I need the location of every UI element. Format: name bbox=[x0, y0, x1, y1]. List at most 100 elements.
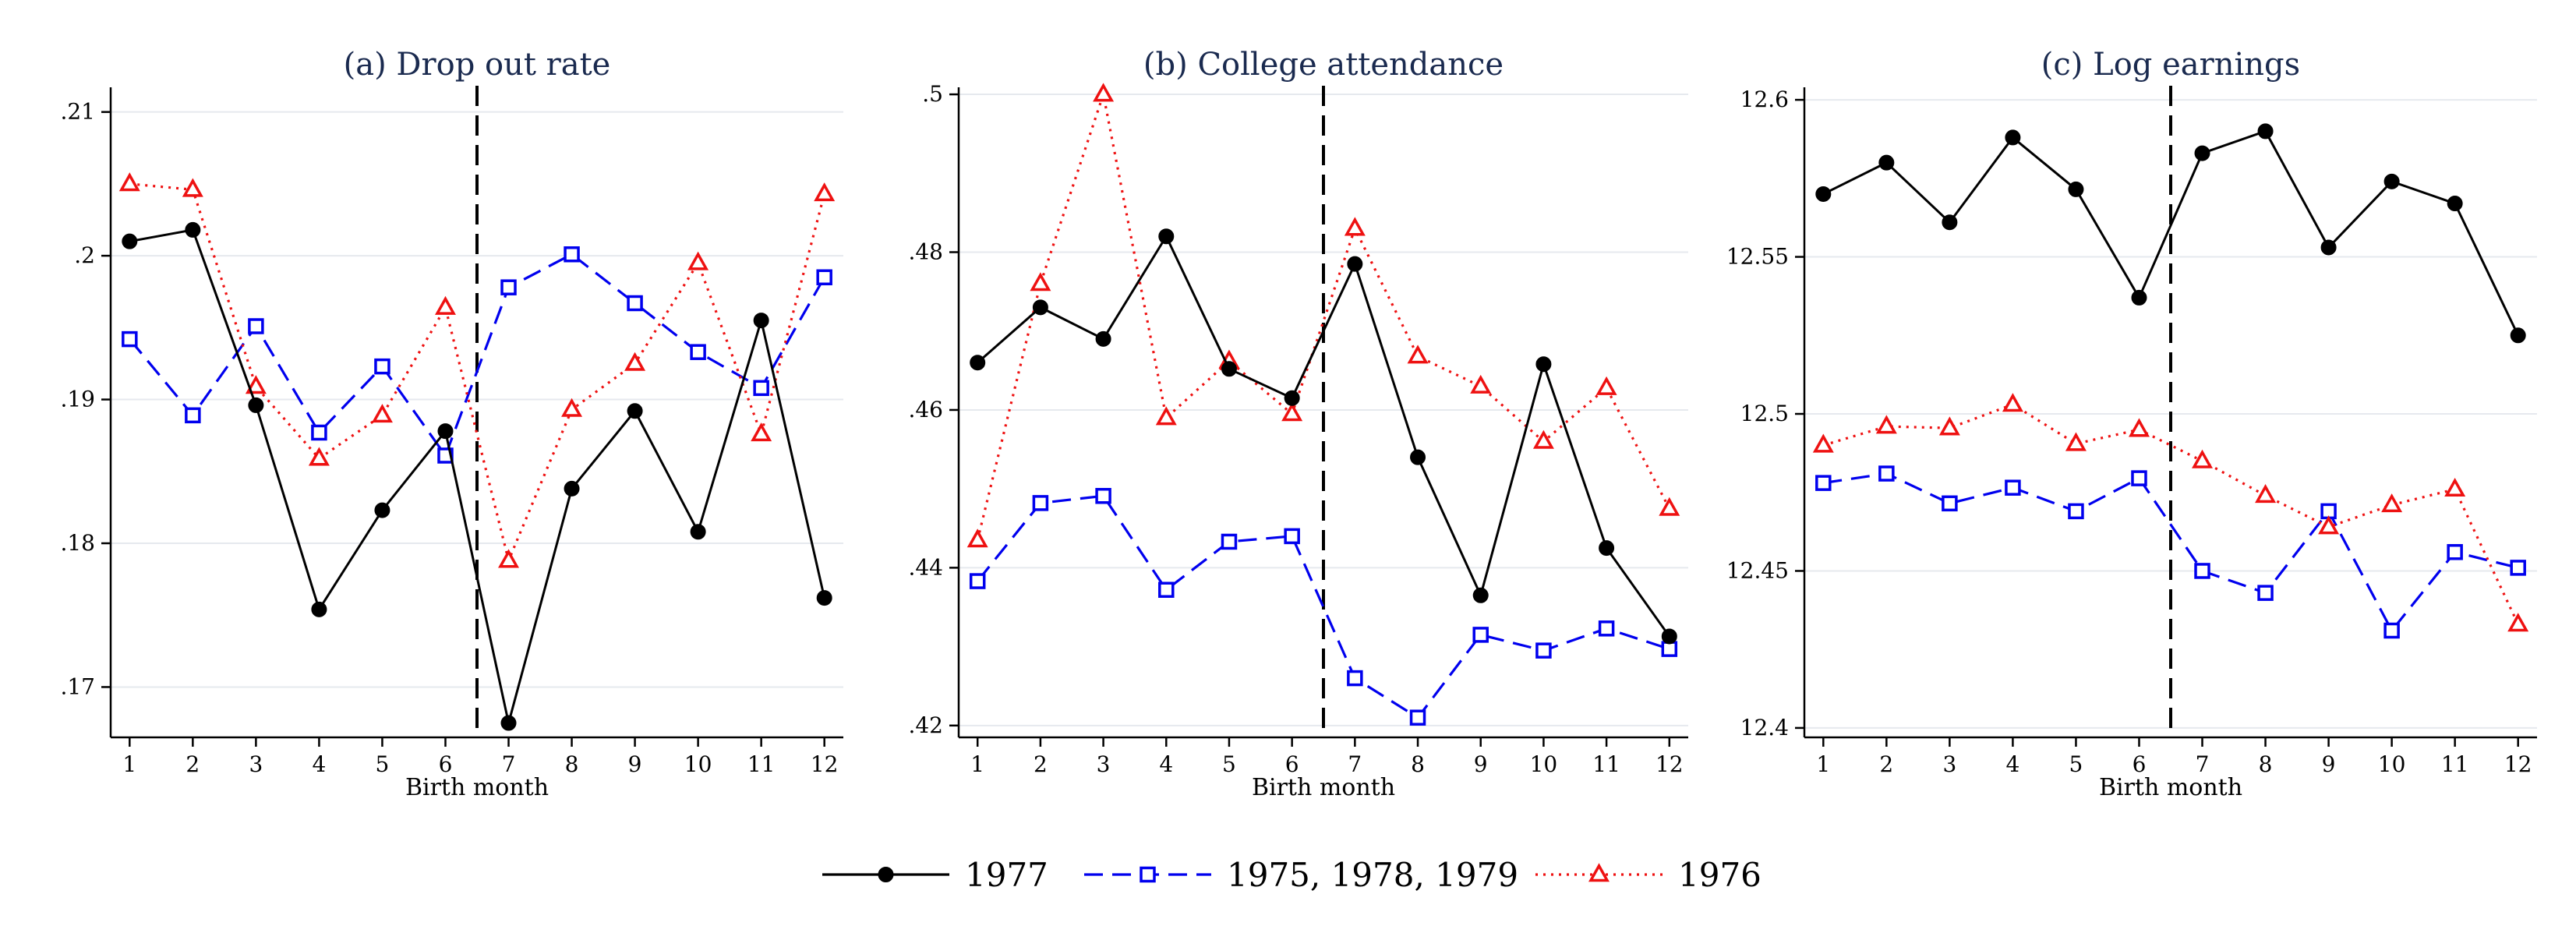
data-point bbox=[2447, 544, 2463, 560]
data-point bbox=[1661, 641, 1678, 657]
data-point bbox=[2381, 493, 2403, 513]
data-point bbox=[2257, 123, 2274, 140]
data-point bbox=[1472, 587, 1489, 603]
data-point bbox=[2005, 129, 2021, 146]
data-point bbox=[1347, 670, 1363, 687]
x-tick-label: 12 bbox=[811, 751, 839, 777]
series-line bbox=[129, 253, 826, 458]
data-point bbox=[437, 423, 454, 440]
data-point bbox=[2194, 563, 2210, 579]
data-point bbox=[970, 355, 986, 371]
data-point bbox=[1661, 628, 1677, 645]
data-point bbox=[2318, 515, 2340, 535]
data-point bbox=[1598, 620, 1615, 637]
legend-item: 1977 bbox=[822, 856, 1048, 894]
y-tick-label: 12.4 bbox=[1740, 715, 1789, 740]
x-tick-label: 6 bbox=[439, 751, 453, 777]
data-point bbox=[122, 233, 138, 249]
x-tick-label: 9 bbox=[1474, 751, 1488, 777]
data-point bbox=[751, 422, 772, 442]
data-point bbox=[2507, 613, 2529, 632]
data-point bbox=[2005, 479, 2021, 496]
legend-label: 1976 bbox=[1678, 856, 1762, 894]
data-point bbox=[1659, 497, 1680, 516]
data-point bbox=[814, 182, 836, 202]
data-point bbox=[2257, 585, 2274, 601]
data-point bbox=[308, 447, 330, 466]
data-point bbox=[500, 279, 517, 295]
data-point bbox=[2131, 470, 2147, 486]
data-point bbox=[969, 573, 986, 589]
x-axis-label: Birth month bbox=[2099, 774, 2242, 801]
data-point bbox=[816, 269, 832, 286]
x-tick-label: 7 bbox=[1348, 751, 1362, 777]
data-point bbox=[2002, 393, 2023, 412]
data-point bbox=[564, 480, 580, 497]
data-point bbox=[1472, 627, 1489, 643]
series bbox=[970, 228, 1677, 645]
data-point bbox=[1878, 154, 1895, 171]
data-point bbox=[2255, 484, 2277, 504]
data-point bbox=[966, 528, 988, 548]
series bbox=[966, 83, 1680, 548]
legend-item: 1975, 1978, 1979 bbox=[1084, 856, 1518, 894]
x-tick-label: 10 bbox=[2378, 751, 2406, 777]
data-point bbox=[627, 403, 643, 419]
x-tick-label: 1 bbox=[970, 751, 984, 777]
x-tick-label: 12 bbox=[1655, 751, 1684, 777]
x-tick-label: 11 bbox=[2441, 751, 2469, 777]
series-line bbox=[1822, 403, 2520, 625]
data-point bbox=[1030, 272, 1051, 292]
data-point bbox=[248, 397, 264, 413]
data-point bbox=[500, 715, 517, 731]
x-tick-label: 6 bbox=[1285, 751, 1299, 777]
data-point bbox=[1409, 709, 1426, 726]
data-point bbox=[753, 313, 769, 329]
data-point bbox=[1032, 495, 1049, 511]
x-tick-label: 7 bbox=[2196, 751, 2210, 777]
data-point bbox=[1942, 495, 1958, 512]
series bbox=[1815, 123, 2526, 344]
data-point bbox=[561, 398, 583, 417]
series-line bbox=[976, 89, 1671, 541]
legend-label: 1975, 1978, 1979 bbox=[1227, 856, 1518, 894]
y-tick-label: .42 bbox=[908, 712, 943, 738]
data-point bbox=[624, 352, 646, 371]
legend-marker bbox=[1140, 866, 1156, 883]
x-tick-label: 10 bbox=[684, 751, 712, 777]
y-tick-label: .18 bbox=[60, 530, 95, 556]
y-tick-label: .48 bbox=[908, 239, 943, 265]
data-point bbox=[374, 502, 390, 518]
x-tick-label: 2 bbox=[186, 751, 200, 777]
data-point bbox=[1158, 228, 1175, 245]
x-tick-label: 2 bbox=[1034, 751, 1048, 777]
data-point bbox=[182, 178, 203, 197]
data-point bbox=[374, 358, 390, 375]
x-tick-label: 6 bbox=[2133, 751, 2147, 777]
y-tick-label: .21 bbox=[60, 99, 95, 125]
series bbox=[122, 246, 832, 464]
data-point bbox=[1815, 186, 1832, 202]
y-tick-label: .2 bbox=[74, 242, 95, 268]
data-point bbox=[1347, 256, 1363, 272]
data-point bbox=[1878, 465, 1895, 482]
data-point bbox=[1875, 415, 1897, 434]
legend-marker bbox=[878, 867, 894, 882]
y-tick-label: 12.5 bbox=[1740, 401, 1789, 426]
data-point bbox=[1942, 214, 1958, 231]
data-point bbox=[2194, 145, 2210, 161]
x-tick-label: 2 bbox=[1879, 751, 1893, 777]
data-point bbox=[690, 524, 706, 540]
data-point bbox=[118, 172, 140, 192]
data-point bbox=[2444, 477, 2466, 497]
series bbox=[1812, 393, 2529, 632]
data-point bbox=[248, 318, 264, 334]
data-point bbox=[1093, 83, 1115, 102]
data-point bbox=[1158, 581, 1175, 598]
data-point bbox=[2447, 196, 2463, 212]
data-point bbox=[2192, 449, 2214, 468]
series bbox=[969, 488, 1678, 726]
